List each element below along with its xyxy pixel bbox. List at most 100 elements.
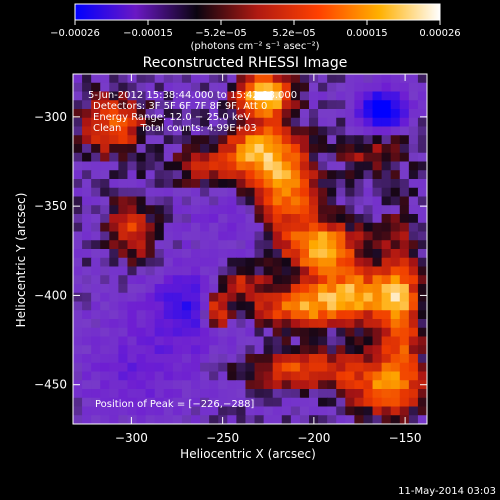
heatmap-cell — [281, 284, 292, 294]
heatmap-cell — [327, 249, 337, 259]
heatmap-cell — [290, 406, 301, 416]
heatmap-cell — [290, 144, 301, 154]
heatmap-cell — [336, 214, 346, 224]
heatmap-cell — [309, 82, 319, 93]
heatmap-cell — [281, 275, 292, 285]
heatmap-cell — [281, 292, 292, 303]
heatmap-cell — [254, 91, 265, 101]
heatmap-cell — [272, 117, 283, 128]
heatmap-cell — [263, 144, 274, 154]
heatmap-cell — [372, 82, 383, 93]
heatmap-cell — [145, 371, 156, 381]
heatmap-cell — [372, 389, 383, 399]
heatmap-cell — [336, 117, 346, 128]
heatmap-cell — [154, 214, 165, 224]
heatmap-cell — [145, 117, 156, 128]
heatmap-cell — [299, 82, 310, 93]
heatmap-cell — [318, 327, 328, 338]
heatmap-cell — [236, 415, 247, 424]
heatmap-cell — [290, 82, 301, 93]
heatmap-cell — [390, 126, 401, 136]
heatmap-cell — [309, 187, 319, 198]
heatmap-cell — [145, 275, 156, 285]
heatmap-cell — [417, 362, 427, 373]
heatmap-cell — [363, 74, 374, 84]
heatmap-cell — [381, 257, 392, 268]
heatmap-cell — [227, 117, 237, 128]
heatmap-cell — [363, 117, 374, 128]
heatmap-cell — [281, 170, 292, 180]
heatmap-cell — [272, 389, 283, 399]
heatmap-cell — [127, 310, 138, 320]
heatmap-cell — [118, 82, 129, 93]
heatmap-cell — [408, 406, 419, 416]
heatmap-cell — [82, 152, 92, 163]
heatmap-cell — [290, 371, 301, 381]
heatmap-cell — [227, 170, 237, 180]
heatmap-cell — [272, 179, 283, 189]
heatmap-cell — [91, 397, 101, 408]
heatmap-cell — [354, 336, 365, 346]
heatmap-cell — [118, 179, 129, 189]
heatmap-cell — [163, 117, 174, 128]
heatmap-cell — [91, 336, 101, 346]
heatmap-cell — [181, 284, 192, 294]
heatmap-cell — [390, 249, 401, 259]
heatmap-cell — [408, 187, 419, 198]
heatmap-cell — [209, 231, 219, 241]
heatmap-cell — [309, 249, 319, 259]
heatmap-cell — [127, 415, 138, 424]
heatmap-cell — [181, 389, 192, 399]
heatmap-cell — [181, 222, 192, 233]
heatmap-cell — [272, 354, 283, 364]
heatmap-cell — [354, 371, 365, 381]
heatmap-cell — [154, 100, 165, 110]
heatmap-cell — [82, 179, 92, 189]
heatmap-cell — [181, 380, 192, 390]
heatmap-cell — [408, 266, 419, 276]
heatmap-cell — [363, 336, 374, 346]
heatmap-cell — [109, 310, 119, 320]
heatmap-cell — [327, 161, 337, 171]
heatmap-cell — [309, 170, 319, 180]
heatmap-cell — [245, 275, 256, 285]
heatmap-cell — [227, 91, 237, 101]
heatmap-cell — [100, 249, 110, 259]
heatmap-cell — [136, 205, 147, 215]
heatmap-cell — [327, 336, 337, 346]
heatmap-cell — [163, 187, 174, 198]
heatmap-cell — [172, 161, 183, 171]
heatmap-cell — [318, 354, 328, 364]
heatmap-cell — [91, 152, 101, 163]
heatmap-cell — [236, 371, 247, 381]
heatmap-cell — [354, 362, 365, 373]
heatmap-cell — [73, 74, 83, 84]
heatmap-cell — [100, 336, 110, 346]
heatmap-cell — [191, 354, 201, 364]
heatmap-cell — [318, 117, 328, 128]
heatmap-cell — [109, 74, 119, 84]
heatmap-cell — [245, 292, 256, 303]
heatmap-cell — [227, 249, 237, 259]
heatmap-cell — [372, 214, 383, 224]
heatmap-cell — [290, 345, 301, 355]
heatmap-cell — [254, 406, 265, 416]
heatmap-cell — [309, 257, 319, 268]
heatmap-cell — [281, 354, 292, 364]
heatmap-cell — [336, 345, 346, 355]
heatmap-cell — [200, 275, 210, 285]
heatmap-cell — [136, 266, 147, 276]
heatmap-cell — [309, 284, 319, 294]
heatmap-cell — [345, 117, 355, 128]
heatmap-cell — [118, 292, 129, 303]
heatmap-cell — [318, 362, 328, 373]
heatmap-cell — [209, 144, 219, 154]
heatmap-cell — [200, 380, 210, 390]
heatmap-cell — [263, 249, 274, 259]
heatmap-cell — [354, 240, 365, 250]
heatmap-cell — [82, 82, 92, 93]
heatmap-cell — [399, 152, 410, 163]
heatmap-cell — [336, 196, 346, 206]
heatmap-cell — [363, 135, 374, 145]
heatmap-cell — [281, 319, 292, 329]
